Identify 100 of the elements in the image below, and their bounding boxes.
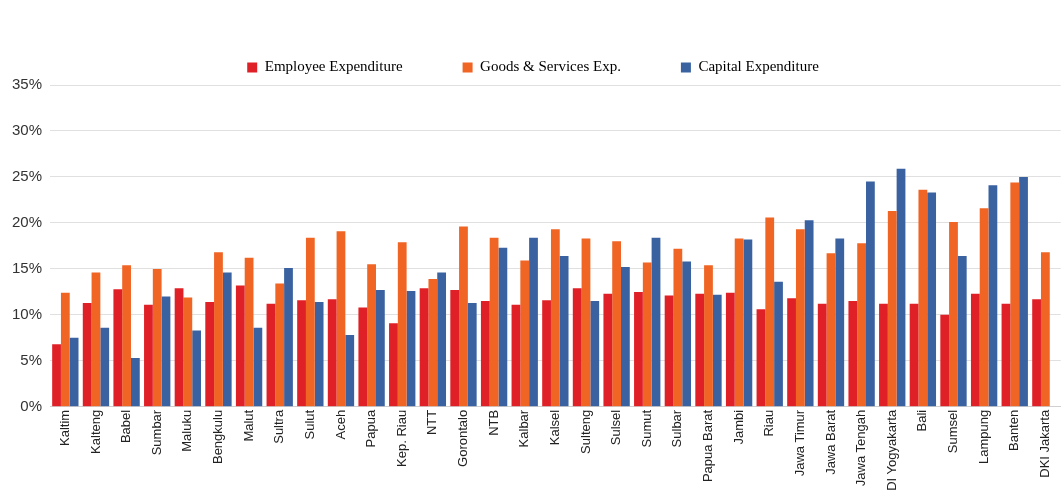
bar xyxy=(682,261,692,407)
bar xyxy=(297,300,306,407)
bar xyxy=(940,314,950,407)
bar xyxy=(664,295,674,407)
bar xyxy=(612,241,621,407)
bar xyxy=(795,229,805,407)
x-tick-label: Jambi xyxy=(730,409,746,445)
bar xyxy=(467,302,477,407)
bar xyxy=(765,217,775,407)
bar xyxy=(253,327,263,407)
bar xyxy=(756,309,766,407)
legend-label: Capital Expenditure xyxy=(698,58,820,75)
x-tick-label: Malut xyxy=(240,409,256,442)
x-tick-label: Jawa Tengah xyxy=(853,409,869,487)
x-tick-label: Jawa Timur xyxy=(791,409,807,477)
bar xyxy=(927,192,937,407)
bar xyxy=(345,335,355,407)
bar xyxy=(130,358,140,407)
bar xyxy=(603,293,613,407)
x-tick-label: Papua xyxy=(363,409,379,448)
bar xyxy=(826,253,836,407)
x-tick-label: Kalbar xyxy=(516,409,532,448)
bar xyxy=(887,210,897,407)
bar xyxy=(428,279,438,407)
bar xyxy=(480,301,490,407)
bar xyxy=(559,256,569,407)
legend-label: Employee Expenditure xyxy=(264,58,403,75)
x-tick-label: NTB xyxy=(485,409,501,436)
y-tick-label: 25% xyxy=(11,167,43,185)
legend-label: Goods & Services Exp. xyxy=(480,58,621,75)
bar xyxy=(1040,252,1050,407)
bar xyxy=(489,237,499,407)
bar xyxy=(835,238,845,407)
bar xyxy=(122,265,131,407)
bar xyxy=(192,330,202,407)
bar xyxy=(91,272,101,407)
bar xyxy=(375,290,385,407)
bar xyxy=(82,302,92,407)
x-tick-label: Kep. Riau xyxy=(393,409,409,467)
x-tick-label: Kaltim xyxy=(56,409,72,446)
bar xyxy=(419,288,429,407)
bar xyxy=(787,298,796,407)
bar xyxy=(949,222,958,407)
bar xyxy=(60,292,70,407)
bar xyxy=(1001,303,1011,407)
bar xyxy=(222,272,232,407)
bar xyxy=(970,293,980,407)
x-tick-label: Kalteng xyxy=(87,409,103,454)
y-tick-label: 0% xyxy=(20,396,43,414)
bar xyxy=(673,248,683,407)
bar xyxy=(52,344,61,407)
bar xyxy=(642,262,652,407)
x-tick-label: Maluku xyxy=(179,409,195,452)
bar xyxy=(712,294,722,407)
bar xyxy=(450,290,460,407)
bar xyxy=(305,237,315,407)
bar xyxy=(817,303,827,407)
bar xyxy=(1010,182,1020,407)
bar xyxy=(866,181,875,407)
x-tick-label: Bengkulu xyxy=(210,409,226,465)
bar xyxy=(100,327,110,407)
bar xyxy=(406,290,416,407)
bar xyxy=(174,288,184,407)
bar xyxy=(725,292,735,407)
bar xyxy=(498,247,508,407)
bar xyxy=(244,257,254,407)
bar xyxy=(634,291,643,407)
bar xyxy=(896,168,906,407)
x-tick-label: Jawa Barat xyxy=(822,409,838,475)
bar xyxy=(459,226,468,407)
bar xyxy=(437,272,447,407)
bar xyxy=(520,260,530,407)
bar xyxy=(275,283,285,407)
bar xyxy=(235,285,245,407)
bar xyxy=(979,208,989,407)
bar xyxy=(205,302,215,407)
bar xyxy=(848,301,858,407)
bar xyxy=(857,243,866,407)
bar xyxy=(113,289,123,407)
x-tick-label: Gorontalo xyxy=(455,409,471,467)
x-tick-label: DI Yogyakarta xyxy=(883,409,899,491)
bar xyxy=(695,293,705,407)
bar xyxy=(69,337,79,407)
x-tick-label: NTT xyxy=(424,409,440,436)
bar xyxy=(529,237,538,407)
x-tick-label: Sultra xyxy=(271,409,287,444)
bar xyxy=(266,303,276,407)
bar xyxy=(397,242,407,407)
bar xyxy=(804,220,814,407)
bar xyxy=(879,303,888,407)
y-tick-label: 5% xyxy=(20,350,43,368)
y-tick-label: 35% xyxy=(11,75,43,93)
x-tick-label: Bali xyxy=(914,409,930,432)
bar xyxy=(314,302,324,407)
bar xyxy=(957,256,967,407)
bar xyxy=(651,237,661,407)
bar xyxy=(144,304,153,407)
bar xyxy=(704,265,713,407)
bar xyxy=(590,301,600,407)
bar xyxy=(214,252,223,407)
